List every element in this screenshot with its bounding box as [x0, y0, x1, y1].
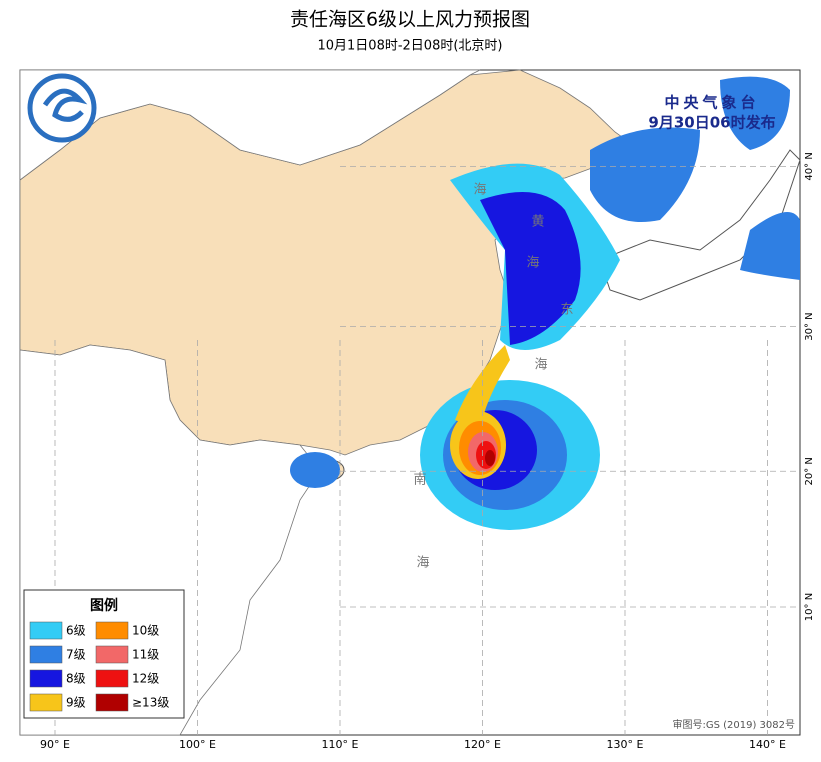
legend-label: 6级: [66, 624, 86, 638]
lon-label: 110° E: [322, 738, 359, 751]
lon-label: 100° E: [179, 738, 216, 751]
map: 90° E 100° E 110° E 120° E 130° E 140° E 10° N…: [19, 69, 815, 751]
legend-swatch: [29, 693, 63, 712]
lat-label: 20° N: [804, 457, 815, 485]
sea-label: 黄: [531, 215, 544, 230]
legend-label: 9级: [66, 696, 86, 710]
wind-area: [480, 192, 581, 345]
japan: [599, 149, 801, 301]
legend: 图例 6级 10级 7级 11级 8级 12级 9级 ≥13级: [23, 589, 185, 719]
sea-label: 海: [526, 256, 539, 271]
lat-label: 40° N: [804, 152, 815, 180]
issuer-name: 中央气象台: [664, 94, 759, 112]
wind-area: [455, 345, 510, 430]
lon-label: 140° E: [749, 738, 786, 751]
legend-label: 8级: [66, 672, 86, 686]
lat-label: 30° N: [804, 312, 815, 340]
legend-swatch: [95, 669, 129, 688]
lon-label: 130° E: [607, 738, 644, 751]
wind-area: [590, 127, 700, 222]
legend-swatch: [95, 645, 129, 664]
sea-label: 南: [413, 472, 426, 488]
wind-area: [740, 212, 800, 280]
lat-label: 10° N: [804, 593, 815, 621]
graticule: 90° E 100° E 110° E 120° E 130° E 140° E 10° N…: [40, 152, 815, 751]
legend-swatch: [29, 669, 63, 688]
legend-title: 图例: [90, 597, 118, 614]
mongolia-land: [19, 69, 481, 181]
legend-label: 11级: [132, 648, 159, 662]
legend-swatch: [95, 693, 129, 712]
legend-label: 7级: [66, 648, 86, 662]
wind-area: [720, 76, 790, 150]
subtitle: 10月1日08时-2日08时(北京时): [317, 39, 502, 54]
wind-area: [290, 452, 340, 488]
legend-label: 12级: [132, 672, 159, 686]
legend-label: ≥13级: [132, 696, 169, 710]
sea-label: 海: [473, 183, 486, 198]
logo-mark: [42, 88, 88, 122]
sea-label: 海: [534, 358, 547, 373]
legend-swatch: [29, 621, 63, 640]
issue-time: 9月30日06时发布: [648, 114, 775, 132]
legend-swatch: [95, 621, 129, 640]
legend-swatch: [29, 645, 63, 664]
wind-areas: [290, 76, 800, 530]
logo: [27, 73, 97, 143]
credit: 审图号:GS (2019) 3082号: [672, 718, 795, 731]
sea-label: 海: [416, 556, 429, 571]
wind-area: [485, 450, 495, 466]
lon-label: 120° E: [464, 738, 501, 751]
sea-label: 东: [560, 303, 573, 318]
title: 责任海区6级以上风力预报图: [290, 9, 530, 31]
lon-label: 90° E: [40, 738, 70, 751]
legend-label: 10级: [132, 624, 159, 638]
